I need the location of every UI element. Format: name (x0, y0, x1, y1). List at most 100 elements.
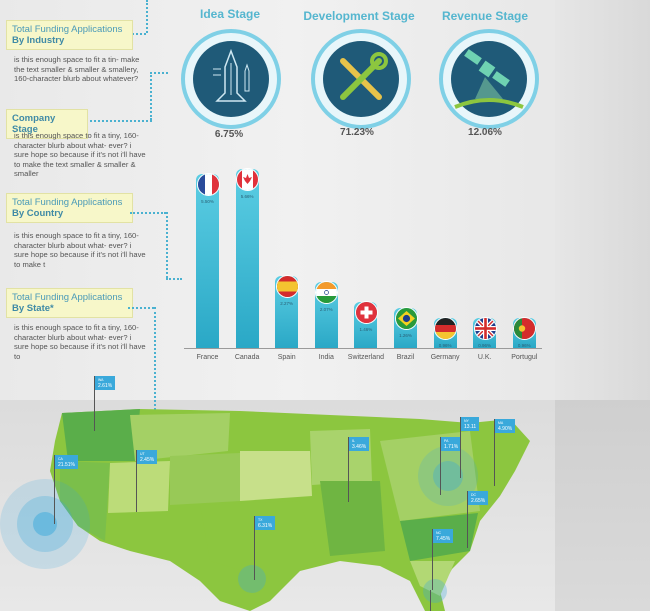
bar-value-label: 0.96% (517, 342, 531, 348)
category-label: Canada (234, 354, 260, 361)
us-map (0, 409, 530, 611)
category-label: Portugul (511, 354, 538, 361)
map-pin-label-dc: DC 2.65% (468, 491, 489, 505)
connector-line (130, 212, 166, 214)
state-pct: 7.45% (436, 536, 451, 542)
map-pin-pole (430, 590, 431, 611)
map-pin-pole (494, 419, 495, 486)
category-label: Switzerland (347, 354, 384, 361)
stage-pct-development: 71.23% (340, 127, 374, 138)
map-state (60, 461, 110, 541)
category-label: France (196, 354, 219, 361)
flag-spain-icon (275, 275, 299, 299)
map-state (200, 501, 320, 576)
state-code: WA (98, 378, 104, 382)
flag-france-icon (196, 172, 220, 196)
industry-box: Total Funding Applications By Industry (6, 20, 133, 50)
connector-line (166, 278, 182, 280)
bar-value-label: 2.27% (280, 301, 294, 307)
map-pin-pole (460, 417, 461, 478)
bar-canada (235, 168, 259, 348)
state-code: UT (140, 452, 145, 456)
map-pin-pole (136, 450, 137, 512)
map-pin-label-ut: UT 2.45% (137, 450, 158, 464)
state-subtitle: By State* (12, 303, 54, 314)
company-title: Company Stage (12, 113, 56, 135)
stage-pct-idea: 6.75% (214, 129, 244, 140)
state-code: IL (352, 439, 355, 443)
state-code: MA (498, 421, 504, 425)
bar-value-label: 1.46% (359, 326, 373, 332)
stage-pct-revenue: 12.06% (468, 127, 502, 138)
map-state (170, 453, 240, 505)
category-label: Spain (277, 354, 296, 361)
map-pin-label-pa: PA 1.71% (441, 437, 462, 451)
stage-circle-development (311, 29, 411, 129)
state-code: DC (471, 493, 477, 497)
flag-uk-icon (473, 316, 497, 340)
category-label: Germany (430, 354, 460, 361)
map-pin-label-ny: NY 13.11 (461, 417, 480, 431)
map-pin-pole (432, 529, 433, 590)
category-label: U.K. (477, 354, 492, 361)
state-code: PA (444, 439, 449, 443)
flag-brazil-icon (394, 307, 418, 331)
connector-line (166, 212, 168, 278)
state-code: CA (58, 457, 63, 461)
flag-canada-icon (236, 167, 260, 191)
state-pct: 2.61% (98, 383, 113, 389)
flag-india-icon (315, 281, 339, 305)
map-pin-label-ca: CA 21.51% (55, 455, 78, 469)
flag-switzerland-icon (354, 300, 378, 324)
country-subtitle: By Country (12, 208, 64, 219)
map-pin-pole (254, 516, 255, 580)
country-title: Total Funding Applications (12, 197, 123, 208)
map-state (380, 431, 480, 521)
connector-line (154, 307, 156, 410)
state-pct: 1.71% (444, 444, 459, 450)
company-blurb: is this enough space to fit a tiny, 160-… (14, 131, 146, 179)
category-label: Brazil (396, 354, 415, 361)
map-pin-label-tx: TX 6.31% (255, 516, 276, 530)
stage-title-idea: Idea Stage (199, 7, 261, 21)
country-blurb: is this enough space to fit a tiny, 160-… (14, 231, 146, 269)
state-pct: 2.45% (140, 457, 155, 463)
state-pct: 21.51% (58, 462, 75, 468)
space-shuttle-icon (213, 48, 250, 102)
category-label: India (318, 354, 334, 361)
map-pin-pole (94, 376, 95, 431)
state-pct: 2.65% (471, 498, 486, 504)
map-state (240, 451, 312, 501)
bar-value-label: 5.50% (201, 198, 214, 204)
state-blurb: is this enough space to fit a tiny, 160-… (14, 323, 146, 361)
bar-value-label: 5.66% (240, 193, 254, 199)
map-state (130, 413, 230, 461)
pin-ripple (238, 565, 266, 593)
chart-axis (184, 348, 542, 349)
pin-ripple (33, 512, 57, 536)
state-pct: 3.46% (352, 444, 367, 450)
company-box: Company Stage (6, 109, 88, 139)
state-pct: 4.90% (498, 426, 513, 432)
map-state (320, 481, 385, 556)
stage-circle-idea (181, 29, 281, 129)
map-pin-pole (348, 437, 349, 502)
stage-title-development: Development Stage (303, 9, 415, 23)
flag-portugal-icon (513, 316, 537, 340)
connector-line (128, 307, 154, 309)
flag-germany-icon (434, 316, 458, 340)
map-state (62, 409, 140, 461)
state-code: NC (436, 531, 442, 535)
paper-fold (555, 0, 650, 400)
wrench-screwdriver-icon (340, 52, 388, 100)
state-title: Total Funding Applications (12, 292, 123, 303)
map-pin-pole (467, 491, 468, 548)
map-pin-pole (54, 455, 55, 524)
stage-circle-revenue (439, 29, 539, 129)
state-box: Total Funding Applications By State* (6, 288, 133, 318)
pin-ripple (433, 461, 463, 491)
industry-subtitle: By Industry (12, 35, 65, 46)
state-pct: 6.31% (258, 523, 273, 529)
map-pin-label-nc: NC 7.45% (433, 529, 454, 543)
industry-title: Total Funding Applications (12, 24, 123, 35)
